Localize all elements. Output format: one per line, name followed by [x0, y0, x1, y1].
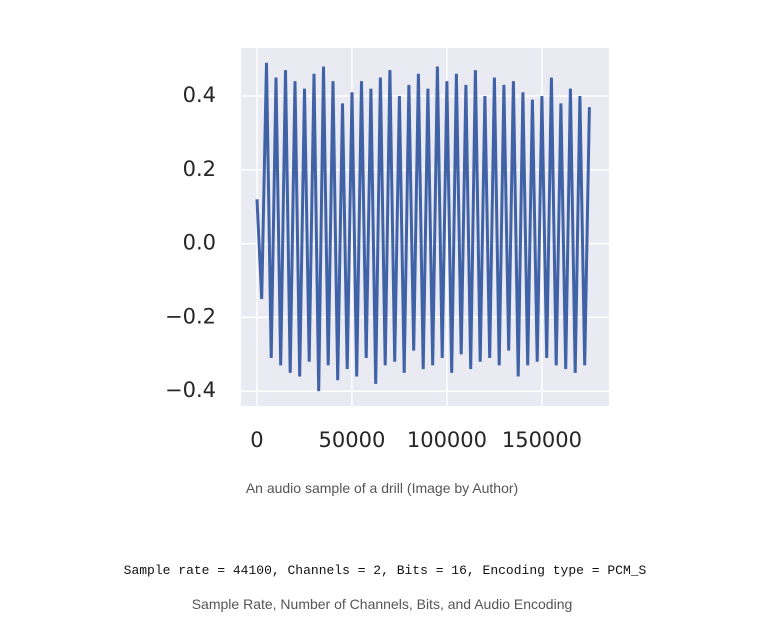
x-tick-label: 150000: [502, 428, 582, 452]
waveform: [255, 62, 591, 392]
y-tick-label: 0.0: [183, 231, 216, 255]
x-tick-label: 0: [250, 428, 263, 452]
y-tick-label: −0.4: [165, 378, 216, 402]
caption: An audio sample of a drill (Image by Aut…: [246, 480, 518, 496]
y-tick-label: 0.4: [183, 83, 216, 107]
code-line: Sample rate = 44100, Channels = 2, Bits …: [124, 563, 647, 578]
y-tick-label: −0.2: [165, 304, 216, 328]
x-tick-label: 50000: [319, 428, 386, 452]
x-tick-label: 100000: [407, 428, 487, 452]
code-caption: Sample Rate, Number of Channels, Bits, a…: [192, 596, 573, 612]
y-tick-label: 0.2: [183, 157, 216, 181]
